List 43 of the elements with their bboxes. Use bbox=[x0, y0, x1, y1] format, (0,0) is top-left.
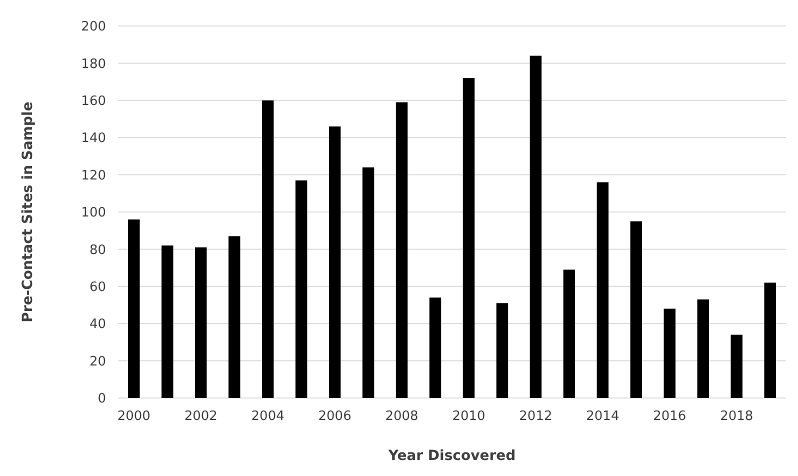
x-tick-label: 2018 bbox=[720, 409, 754, 424]
bar bbox=[462, 78, 475, 398]
bar bbox=[563, 270, 576, 398]
bar bbox=[697, 299, 709, 398]
bar bbox=[128, 219, 140, 398]
y-tick-label: 40 bbox=[89, 317, 106, 332]
y-tick-label: 0 bbox=[98, 392, 106, 407]
y-tick-label: 100 bbox=[81, 206, 106, 221]
x-tick-label: 2000 bbox=[117, 409, 150, 424]
bar bbox=[664, 308, 676, 398]
x-tick-label: 2002 bbox=[184, 409, 218, 424]
bar bbox=[396, 102, 408, 398]
x-tick-label: 2010 bbox=[452, 409, 486, 424]
y-tick-label: 20 bbox=[89, 354, 106, 370]
y-tick-label: 140 bbox=[81, 131, 106, 146]
x-tick-label: 2014 bbox=[586, 409, 620, 424]
bar bbox=[730, 334, 742, 398]
x-tick-label: 2016 bbox=[653, 409, 686, 424]
x-tick-label: 2006 bbox=[318, 409, 352, 424]
bar bbox=[764, 282, 776, 398]
bar bbox=[496, 303, 508, 398]
y-tick-label: 120 bbox=[81, 168, 106, 184]
bar bbox=[162, 245, 174, 398]
x-tick-label: 2004 bbox=[251, 409, 284, 424]
y-tick-label: 160 bbox=[81, 94, 106, 109]
bar bbox=[429, 298, 442, 398]
bar bbox=[630, 221, 642, 398]
x-tick-label: 2008 bbox=[385, 409, 418, 424]
y-axis-title: Pre-Contact Sites in Sample bbox=[20, 102, 36, 322]
y-tick-label: 180 bbox=[81, 56, 106, 72]
y-tick-label: 60 bbox=[89, 280, 106, 295]
y-tick-label: 200 bbox=[81, 20, 106, 35]
bar bbox=[228, 236, 240, 398]
bar bbox=[328, 126, 341, 398]
bar bbox=[262, 100, 274, 398]
bar bbox=[195, 247, 207, 398]
x-tick-label: 2012 bbox=[519, 409, 552, 424]
bar bbox=[295, 180, 308, 398]
bar bbox=[362, 167, 374, 398]
bar bbox=[596, 182, 609, 398]
bar bbox=[530, 56, 542, 398]
x-axis-title: Year Discovered bbox=[387, 448, 516, 464]
y-tick-label: 80 bbox=[89, 242, 106, 258]
